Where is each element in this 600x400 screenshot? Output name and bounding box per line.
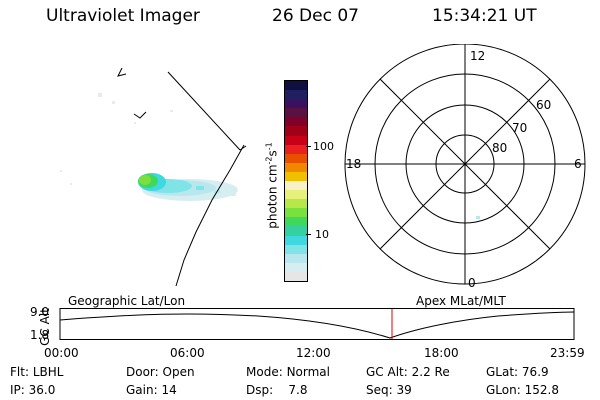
param-glon: GLon: 152.8 [486, 383, 559, 397]
colorbar-unit-s: s [265, 150, 280, 157]
colorbar-step [285, 190, 307, 200]
altitude-curve [59, 311, 575, 339]
param-door-label: Door: [126, 365, 159, 379]
colorbar-step [285, 180, 307, 191]
colorbar-tick-100-mark [306, 146, 311, 147]
param-mode: Mode: Normal [246, 365, 330, 379]
timeline-tick-0600: 06:00 [170, 346, 205, 360]
colorbar-step [285, 208, 307, 218]
polar-label-12: 12 [470, 49, 485, 63]
param-gain-value: 14 [161, 383, 177, 397]
colorbar-unit-label: photon cm-2s-1 [265, 100, 280, 272]
colorbar-step [285, 117, 307, 127]
param-glon-label: GLon: [486, 383, 521, 397]
param-seq-label: Seq: [366, 383, 393, 397]
colorbar-step [285, 135, 307, 145]
colorbar-step [285, 108, 307, 118]
colorbar-step [285, 144, 307, 154]
colorbar-step [285, 244, 307, 254]
colorbar-step [285, 99, 307, 109]
timeline-y-max: 9.0 [30, 305, 50, 319]
param-dsp-value: 7.8 [288, 383, 308, 397]
altitude-timeline-plot [59, 308, 575, 340]
param-glat: GLat: 76.9 [486, 365, 549, 379]
polar-label-6: 6 [574, 157, 582, 171]
colorbar-tick-10: 10 [315, 228, 329, 241]
colorbar-unit-sup1: -2 [264, 156, 274, 165]
colorbar-step [285, 217, 307, 227]
apex-coords-label: Apex MLat/MLT [416, 294, 506, 308]
faint-emission-pixels [60, 93, 173, 185]
param-gain-label: Gain: [126, 383, 158, 397]
param-mode-label: Mode: [246, 365, 283, 379]
polar-label-0: 0 [468, 276, 476, 290]
param-ip-label: IP: [10, 383, 25, 397]
param-door-value: Open [162, 365, 195, 379]
geographic-outline [117, 67, 247, 287]
colorbar-step [285, 90, 307, 100]
colorbar-step [285, 80, 307, 91]
colorbar-step [285, 153, 307, 163]
param-glon-value: 152.8 [524, 383, 559, 397]
param-gc-alt-value: 2.2 Re [411, 365, 450, 379]
colorbar-step [285, 199, 307, 209]
geographic-coords-label: Geographic Lat/Lon [68, 294, 186, 308]
param-seq: Seq: 39 [366, 383, 412, 397]
timeline-tick-2359: 23:59 [550, 346, 585, 360]
colorbar-step [285, 235, 307, 245]
param-filter-value: LBHL [32, 365, 64, 379]
timeline-frame [59, 308, 575, 340]
aurora-emission-region [138, 173, 238, 201]
color-scale-bar [284, 80, 308, 282]
param-gc-alt-label: GC Alt: [366, 365, 408, 379]
colorbar-step [285, 171, 307, 181]
param-ip-value: 36.0 [28, 383, 56, 397]
app-title: Ultraviolet Imager [46, 6, 200, 26]
colorbar-tick-10-mark [306, 234, 311, 235]
timeline-y-min: 1.8 [30, 328, 50, 342]
colorbar-unit-main: photon cm [265, 164, 280, 229]
param-gain: Gain: 14 [126, 383, 177, 397]
observation-date: 26 Dec 07 [272, 6, 359, 26]
param-gc-alt: GC Alt: 2.2 Re [366, 365, 450, 379]
polar-label-18: 18 [346, 157, 361, 171]
colorbar-unit-sup2: -1 [264, 142, 274, 151]
param-glat-label: GLat: [486, 365, 519, 379]
param-glat-value: 76.9 [521, 365, 549, 379]
polar-label-lat-70: 70 [512, 121, 527, 135]
param-dsp: Dsp: 7.8 [246, 383, 308, 397]
param-filter-label: Flt: [10, 365, 29, 379]
colorbar-tick-100: 100 [313, 140, 334, 153]
timeline-tick-1800: 18:00 [424, 346, 459, 360]
colorbar-step [285, 271, 307, 281]
colorbar-step [285, 162, 307, 172]
param-seq-value: 39 [396, 383, 412, 397]
polar-label-lat-80: 80 [492, 141, 507, 155]
polar-label-lat-60: 60 [536, 98, 551, 112]
param-mode-value: Normal [286, 365, 330, 379]
timeline-tick-0000: 00:00 [44, 346, 79, 360]
param-door: Door: Open [126, 365, 195, 379]
colorbar-step [285, 126, 307, 136]
colorbar-step [285, 253, 307, 263]
colorbar-step [285, 262, 307, 272]
polar-emission-spot [476, 216, 480, 219]
polar-mlt-plot: 12 18 6 0 60 70 80 [344, 44, 586, 290]
observation-time: 15:34:21 UT [432, 6, 537, 26]
param-filter: Flt: LBHL [10, 365, 63, 379]
colorbar-step [285, 226, 307, 236]
param-ip: IP: 36.0 [10, 383, 55, 397]
param-dsp-label: Dsp: [246, 383, 274, 397]
timeline-tick-1200: 12:00 [296, 346, 331, 360]
